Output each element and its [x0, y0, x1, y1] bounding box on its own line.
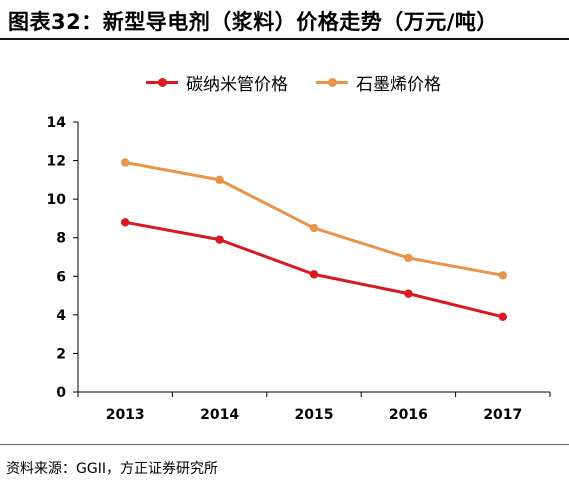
legend-label-carbon: 碳纳米管价格 [186, 74, 288, 95]
series-1-point-2013 [121, 158, 130, 167]
source-note: 资料来源：GGII，方正证券研究所 [6, 461, 218, 477]
series-line-1 [124, 161, 504, 277]
footer-divider [0, 444, 569, 445]
series-1-point-2014 [215, 175, 224, 185]
y-tick-label-10: 10 [47, 192, 67, 208]
x-tick-label-2013: 2013 [106, 407, 145, 423]
y-tick-label-4: 4 [56, 308, 66, 324]
legend-swatch-graphene [316, 77, 348, 87]
y-tick-label-2: 2 [56, 346, 66, 362]
title-row: 图表32：新型导电剂（浆料）价格走势（万元/吨） [0, 0, 569, 40]
series-1-point-2016 [404, 253, 413, 263]
x-tick-label-2016: 2016 [389, 407, 428, 423]
series-0-point-2016 [404, 289, 413, 298]
series-0-point-2014 [215, 235, 224, 244]
series-1-point-2015 [309, 223, 319, 233]
page-title: 图表32：新型导电剂（浆料）价格走势（万元/吨） [8, 10, 498, 34]
y-tick-label-6: 6 [56, 269, 66, 285]
legend-item-graphene: 石墨烯价格 [316, 70, 441, 95]
legend-label-graphene: 石墨烯价格 [356, 74, 441, 95]
y-tick-label-0: 0 [56, 385, 66, 401]
y-tick-label-12: 12 [47, 154, 66, 170]
x-tick-label-2017: 2017 [483, 407, 522, 423]
chart-legend: 碳纳米管价格 石墨烯价格 [146, 70, 469, 95]
series-0-point-2015 [309, 270, 319, 279]
legend-item-carbon: 碳纳米管价格 [146, 70, 288, 95]
legend-swatch-carbon [146, 77, 178, 87]
x-tick-label-2015: 2015 [295, 407, 334, 423]
series-0-point-2017 [498, 312, 507, 321]
series-1-point-2017 [498, 271, 507, 280]
y-tick-label-8: 8 [56, 231, 66, 247]
x-tick-label-2014: 2014 [200, 407, 239, 423]
series-0-point-2013 [121, 218, 130, 227]
series-line-0 [124, 220, 504, 319]
title-divider [0, 38, 569, 40]
y-tick-label-14: 14 [47, 115, 67, 131]
